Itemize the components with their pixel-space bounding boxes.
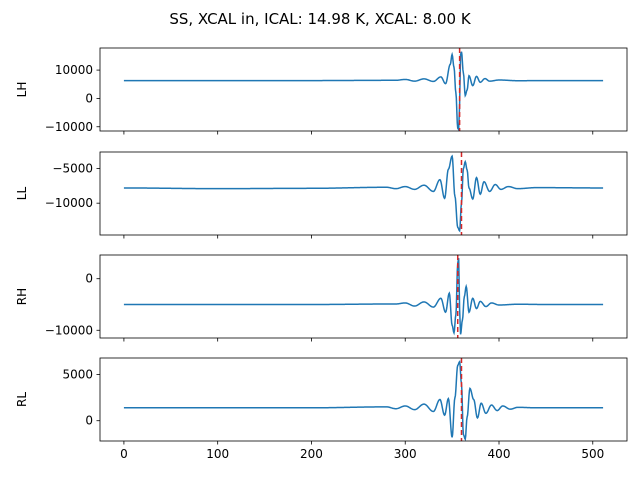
y-tick-label: 0 xyxy=(85,91,93,105)
series-line xyxy=(123,154,604,233)
x-tick-label: 500 xyxy=(581,447,604,461)
y-tick-label: 0 xyxy=(85,414,93,428)
subplots: −10000 0 10000 LH −10000 −5000 LL −10000 0 RH 0 500… xyxy=(15,47,628,461)
axes-frame xyxy=(99,254,628,339)
x-tick-label: 300 xyxy=(394,447,417,461)
x-tick-label: 200 xyxy=(300,447,323,461)
x-tick-label: 0 xyxy=(120,447,128,461)
subplot-rl: 0 5000 0 100 200 300 400 500 RL xyxy=(15,357,628,461)
y-tick-label: 0 xyxy=(85,272,93,286)
subplot-ll: −10000 −5000 LL xyxy=(15,151,628,239)
series-line xyxy=(123,359,604,441)
series-line xyxy=(123,51,604,131)
y-axis-label: LL xyxy=(15,187,29,201)
axes-frame xyxy=(99,357,628,442)
y-tick-label: −5000 xyxy=(52,162,93,176)
x-tick-label: 400 xyxy=(488,447,511,461)
y-axis-label: RL xyxy=(15,392,29,407)
axes-frame xyxy=(99,47,628,132)
subplot-lh: −10000 0 10000 LH xyxy=(15,47,628,135)
y-axis-label: RH xyxy=(15,288,29,305)
series-line xyxy=(123,257,604,336)
y-tick-label: −10000 xyxy=(45,120,93,134)
y-tick-label: −10000 xyxy=(45,323,93,337)
figure-title: SS, XCAL in, ICAL: 14.98 K, XCAL: 8.00 K xyxy=(169,10,472,28)
axes-frame xyxy=(99,151,628,236)
y-tick-label: −10000 xyxy=(45,196,93,210)
y-tick-label: 5000 xyxy=(62,368,93,382)
y-axis-label: LH xyxy=(15,82,29,98)
x-tick-label: 100 xyxy=(206,447,229,461)
subplot-rh: −10000 0 RH xyxy=(15,254,628,342)
y-tick-label: 10000 xyxy=(55,63,93,77)
